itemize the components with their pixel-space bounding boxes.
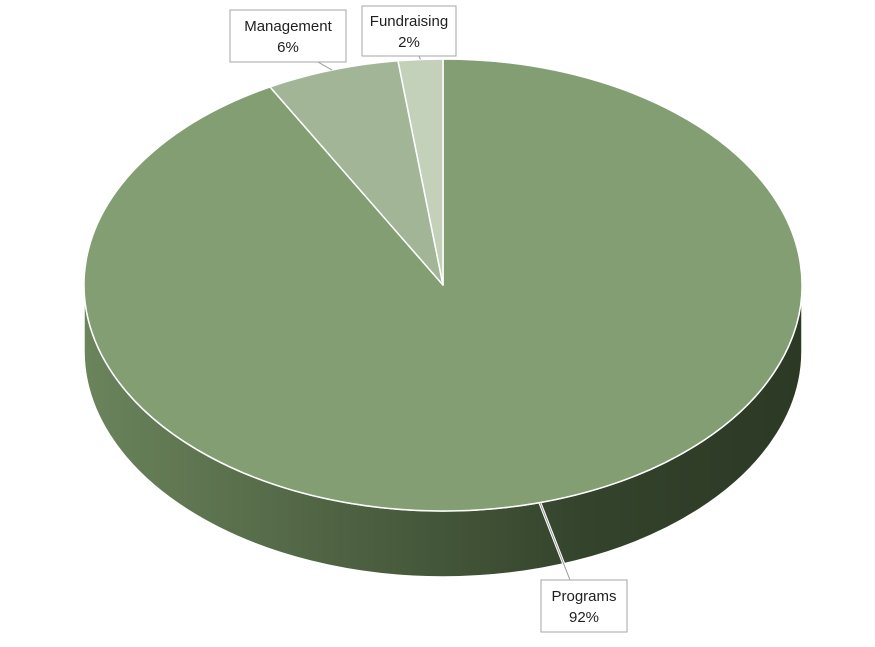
- data-label-box-fundraising: [361, 5, 457, 57]
- pie-slice-management: [269, 60, 444, 286]
- data-label-value-management: 6%: [277, 39, 299, 56]
- leader-line-programs: [539, 502, 571, 581]
- data-label-value-fundraising: 2%: [398, 34, 420, 51]
- data-label-category-management: Management: [244, 18, 332, 35]
- data-label-category-programs: Programs: [551, 588, 616, 605]
- pie-slices: [83, 58, 803, 512]
- data-label-category-fundraising: Fundraising: [370, 13, 448, 30]
- leader-line-management: [317, 61, 333, 71]
- leader-line-fundraising: [418, 55, 421, 60]
- data-label-box-programs: [540, 579, 628, 633]
- data-label-management: Management 6%: [229, 9, 347, 72]
- data-label-fundraising: Fundraising 2%: [361, 5, 457, 61]
- data-labels: Programs 92% Management 6% Fundraising 2%: [229, 5, 628, 633]
- data-label-box-management: [229, 9, 347, 63]
- data-label-programs: Programs 92%: [538, 502, 628, 633]
- data-label-value-programs: 92%: [569, 609, 599, 626]
